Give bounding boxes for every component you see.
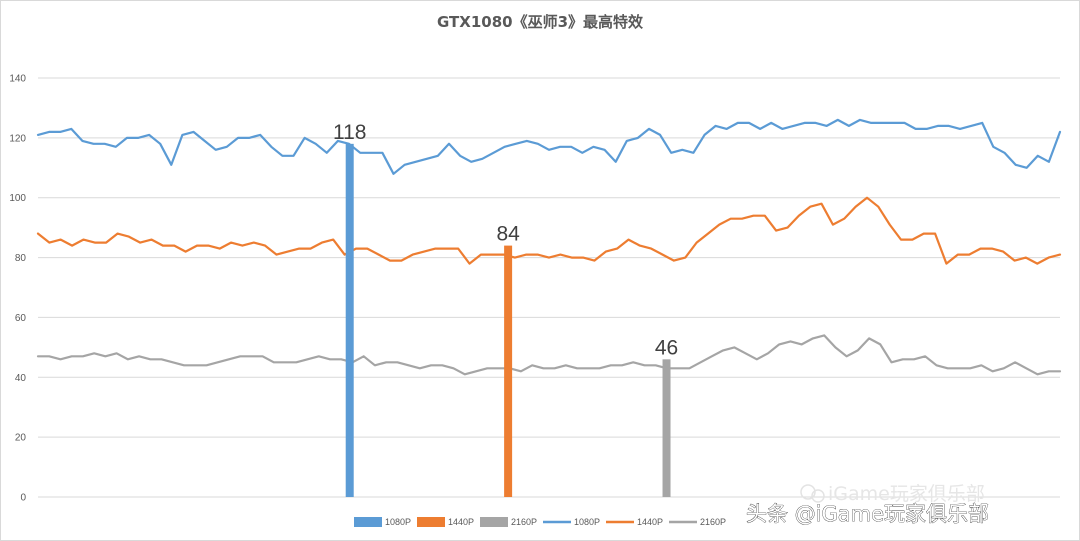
legend-label: 1440P <box>637 517 663 527</box>
bar-data-label: 118 <box>333 121 366 144</box>
y-tick-label: 140 <box>9 74 26 85</box>
legend-swatch-bar <box>480 517 508 527</box>
bar-data-label: 46 <box>655 336 678 359</box>
watermark: iGame玩家俱乐部 头条 @iGame玩家俱乐部 <box>746 483 990 526</box>
y-tick-label: 100 <box>9 193 26 204</box>
chart-title: GTX1080《巫师3》最高特效 <box>437 13 644 31</box>
y-tick-label: 80 <box>15 253 27 264</box>
legend-label: 2160P <box>700 517 726 527</box>
legend-label: 1080P <box>574 517 600 527</box>
series-lines <box>36 118 1062 376</box>
bars: 118 84 46 <box>333 121 678 498</box>
watermark-logo-icon <box>800 484 825 503</box>
bar-1440p <box>504 245 513 497</box>
series-line-1080p <box>36 118 1062 175</box>
legend-swatch-bar <box>417 517 445 527</box>
legend-label: 1440P <box>448 517 474 527</box>
watermark-primary: 头条 @iGame玩家俱乐部 <box>746 502 989 526</box>
y-tick-label: 60 <box>15 313 27 324</box>
series-line-1440p <box>36 196 1062 265</box>
y-tick-label: 0 <box>20 493 26 504</box>
bar-data-label: 84 <box>496 223 520 246</box>
y-tick-label: 40 <box>15 373 27 384</box>
y-tick-label: 120 <box>9 133 26 144</box>
legend: 1080P 1440P 2160P 1080P 1440P 2160P <box>354 517 726 527</box>
bar-1080p <box>345 143 354 498</box>
y-tick-label: 20 <box>15 433 27 444</box>
series-line-2160p <box>36 334 1062 376</box>
watermark-secondary: iGame玩家俱乐部 <box>828 483 985 505</box>
legend-label: 1080P <box>385 517 411 527</box>
bar-2160p <box>662 359 671 497</box>
y-axis-tick-labels: 0 20 40 60 80 100 120 140 <box>9 74 26 504</box>
legend-label: 2160P <box>511 517 537 527</box>
legend-swatch-bar <box>354 517 382 527</box>
